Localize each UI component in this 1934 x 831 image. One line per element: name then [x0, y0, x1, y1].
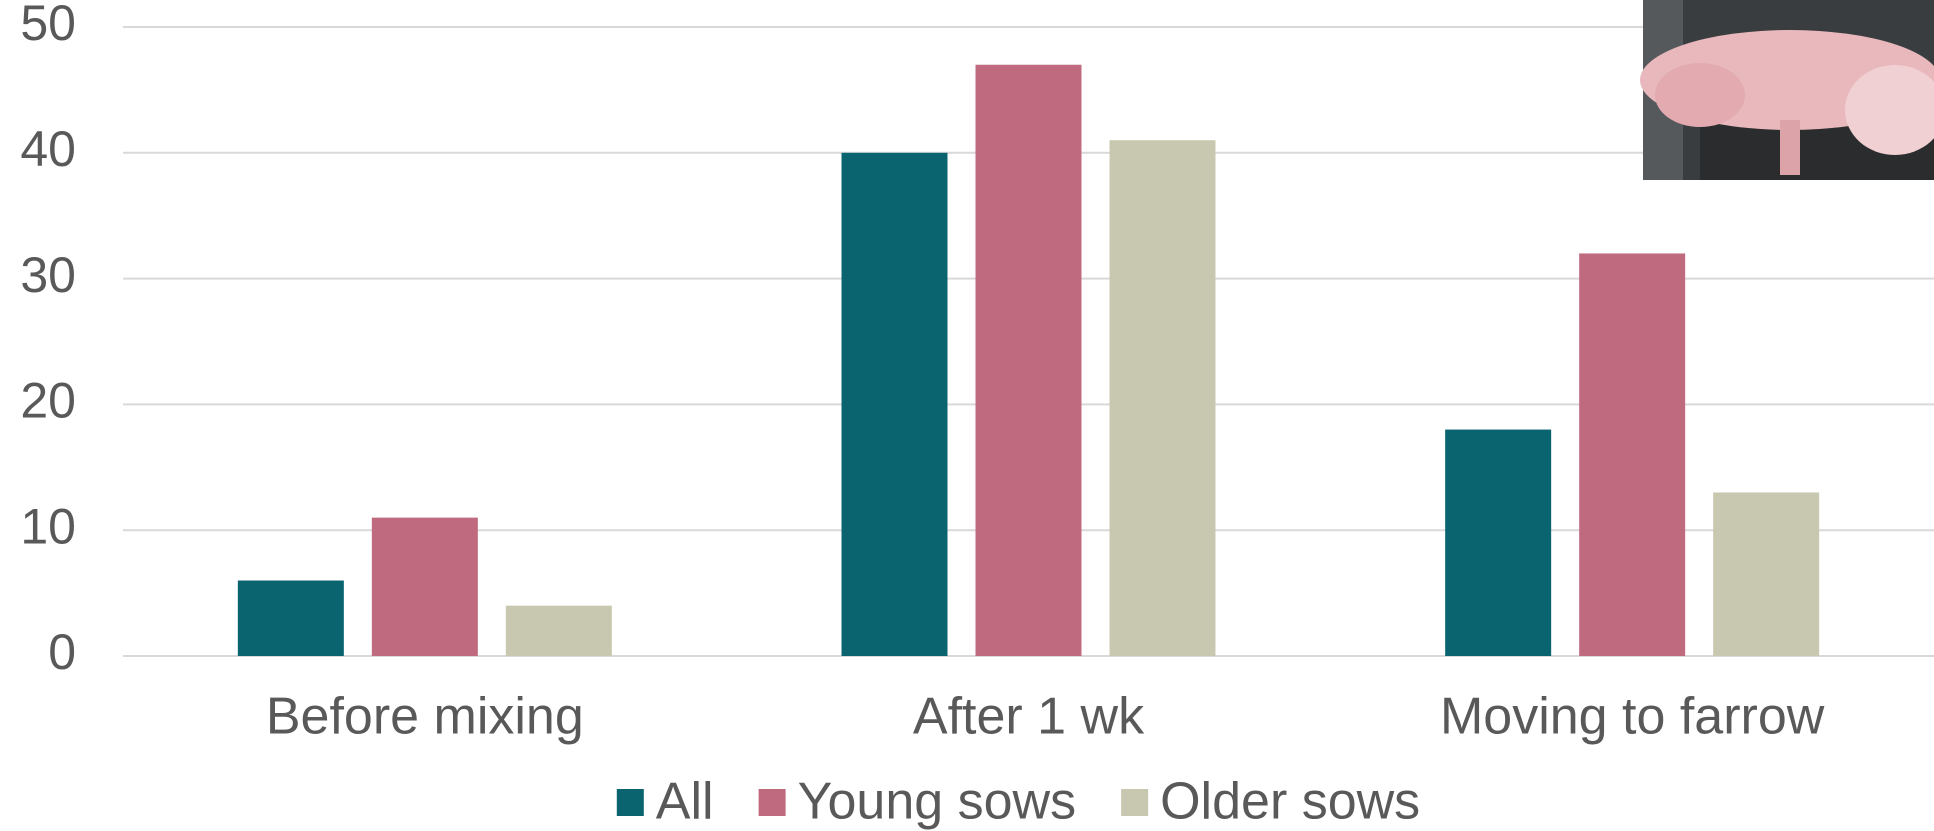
bar — [237, 580, 344, 656]
y-tick-label: 20 — [20, 373, 76, 429]
x-tick-label: Moving to farrow — [1440, 688, 1825, 746]
bar — [1579, 253, 1686, 656]
y-tick-label: 0 — [48, 624, 76, 680]
legend-swatch — [758, 789, 786, 816]
bar — [1713, 492, 1820, 656]
bar — [371, 517, 478, 656]
y-tick-label: 50 — [20, 0, 76, 51]
bar — [1109, 140, 1216, 657]
y-tick-label: 30 — [20, 247, 76, 303]
bar — [975, 64, 1082, 657]
x-tick-label: After 1 wk — [913, 688, 1145, 746]
bar — [1445, 429, 1552, 656]
legend-label: All — [656, 773, 714, 831]
legend-swatch — [616, 789, 644, 816]
y-tick-label: 10 — [20, 498, 76, 554]
y-tick-label: 40 — [20, 121, 76, 177]
bar — [505, 605, 612, 656]
legend-label: Older sows — [1160, 773, 1420, 831]
legend-swatch — [1121, 789, 1149, 816]
bar — [841, 152, 948, 657]
legend-label: Young sows — [798, 773, 1077, 831]
x-tick-label: Before mixing — [266, 688, 584, 746]
photo — [1640, 0, 1934, 180]
